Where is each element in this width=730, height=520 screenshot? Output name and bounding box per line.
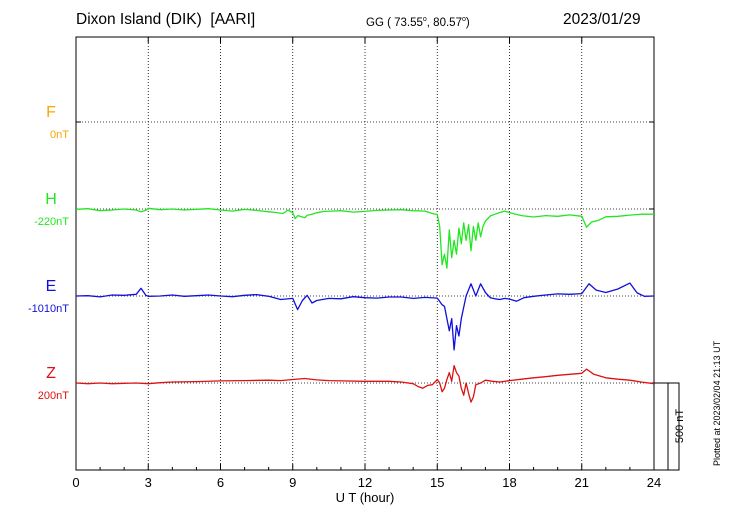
plotted-note: Plotted at 2023/02/04 21:13 UT bbox=[712, 340, 722, 466]
x-tick-label: 15 bbox=[430, 475, 444, 490]
h-trace bbox=[75, 207, 654, 269]
x-tick-label: 0 bbox=[72, 475, 79, 490]
x-tick-label: 6 bbox=[217, 475, 224, 490]
z-trace bbox=[75, 364, 655, 403]
z-component-label: Z bbox=[46, 365, 56, 382]
plot-date: 2023/01/29 bbox=[563, 11, 641, 28]
geographic-coords: GG ( 73.55o, 80.57o) bbox=[366, 16, 470, 29]
institute-name: [AARI] bbox=[210, 11, 256, 28]
f-component-label: F bbox=[46, 104, 56, 121]
x-axis-label: U T (hour) bbox=[336, 490, 395, 505]
z-baseline-value: 200nT bbox=[38, 390, 69, 402]
e-trace bbox=[75, 282, 655, 351]
x-tick-label: 9 bbox=[289, 475, 296, 490]
degree-mark: o bbox=[422, 16, 427, 23]
scale-bar bbox=[654, 382, 680, 471]
station-title: Dixon Island (DIK) [AARI] bbox=[76, 12, 255, 28]
station-name: Dixon Island (DIK) bbox=[76, 11, 202, 28]
x-tick-label: 3 bbox=[145, 475, 152, 490]
e-baseline-value: -1010nT bbox=[28, 303, 69, 315]
x-tick-label: 24 bbox=[647, 475, 661, 490]
x-tick-label: 21 bbox=[575, 475, 589, 490]
h-baseline-value: -220nT bbox=[34, 216, 69, 228]
x-tick-label: 12 bbox=[358, 475, 372, 490]
f-baseline-value: 0nT bbox=[50, 129, 69, 141]
degree-mark: o bbox=[461, 16, 466, 23]
scale-bar-label: 500 nT bbox=[674, 409, 686, 444]
x-tick-label: 18 bbox=[502, 475, 516, 490]
e-component-label: E bbox=[46, 278, 57, 295]
h-component-label: H bbox=[45, 191, 57, 208]
